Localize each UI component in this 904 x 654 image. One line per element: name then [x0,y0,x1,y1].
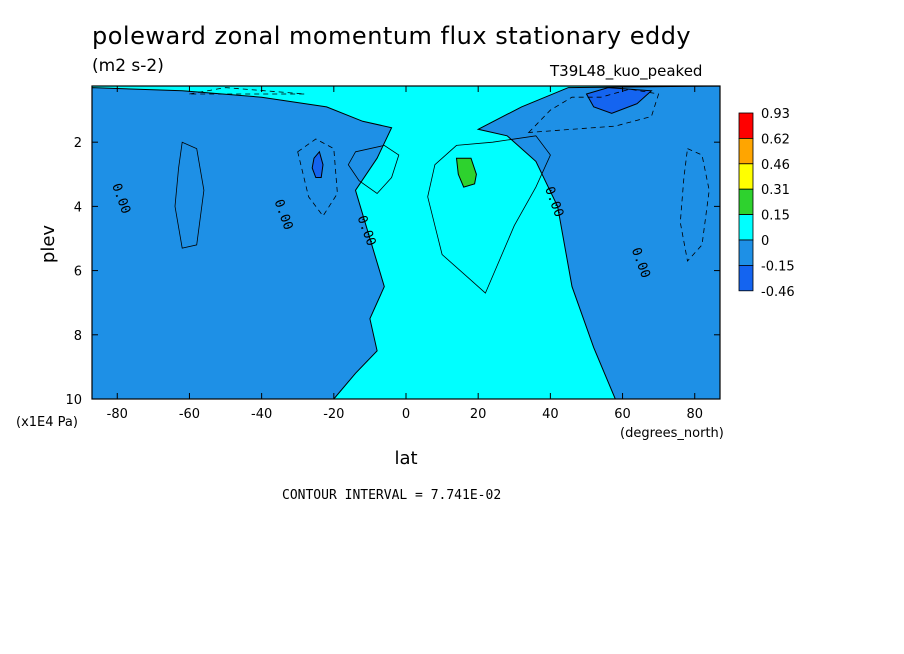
contour-region-neg-0-015-0 [92,87,393,399]
y-tick-label: 2 [74,136,82,151]
x-tick-label: 80 [686,407,703,422]
contour-interval: CONTOUR INTERVAL = 7.741E-02 [282,488,502,503]
y-scale-note: (x1E4 Pa) [16,415,78,430]
contour-line-4 [527,88,660,133]
y-tick-label: 8 [74,329,82,344]
contour-region-neg-015-046-2 [585,87,653,114]
y-tick-label: 4 [74,200,82,215]
legend-label-2: 0.46 [761,158,790,173]
legend-swatch-6 [738,264,754,292]
legend-label-1: 0.62 [761,132,790,147]
x-tick-label: 20 [470,407,487,422]
legend-label-3: 0.31 [761,183,790,198]
contour-line-1 [347,144,400,195]
legend-swatch-4 [738,214,754,241]
contour-line-2 [427,135,551,294]
legend-label-7: -0.46 [761,285,795,300]
x-units: (degrees_north) [620,426,724,441]
x-tick-label: 40 [542,407,559,422]
run-name: T39L48_kuo_peaked [550,62,703,80]
chart-title: poleward zonal momentum flux stationary … [92,22,692,50]
legend-label-4: 0.15 [761,209,790,224]
legend-label-0: 0.93 [761,107,790,122]
contour-region-neg-0-015-1 [476,86,720,399]
x-tick-label: 60 [614,407,631,422]
contour-line-6 [189,87,305,95]
contour-region-neg-015-046-3 [311,150,324,178]
y-axis-label: plev [38,225,59,264]
contour-line-5 [679,148,710,262]
y-tick-label: 10 [65,393,82,408]
chart-units: (m2 s-2) [92,56,164,76]
x-tick-label: -20 [323,407,344,422]
legend-label-6: -0.15 [761,259,795,274]
legend-swatch-5 [738,239,754,266]
x-tick-label: -60 [179,407,200,422]
x-tick-label: -80 [107,407,128,422]
contour-region-pos-015-031-4 [455,157,477,188]
legend-swatch-1 [738,137,754,165]
legend-swatch-0 [738,112,754,139]
contour-line-0 [174,141,205,249]
x-tick-label: -40 [251,407,272,422]
legend-label-5: 0 [761,234,769,249]
x-axis-label: lat [394,448,417,469]
contour-line-3 [297,138,338,217]
legend-swatch-3 [738,188,754,215]
y-tick-label: 6 [74,265,82,280]
legend-swatch-2 [738,163,754,190]
x-tick-label: 0 [402,407,410,422]
